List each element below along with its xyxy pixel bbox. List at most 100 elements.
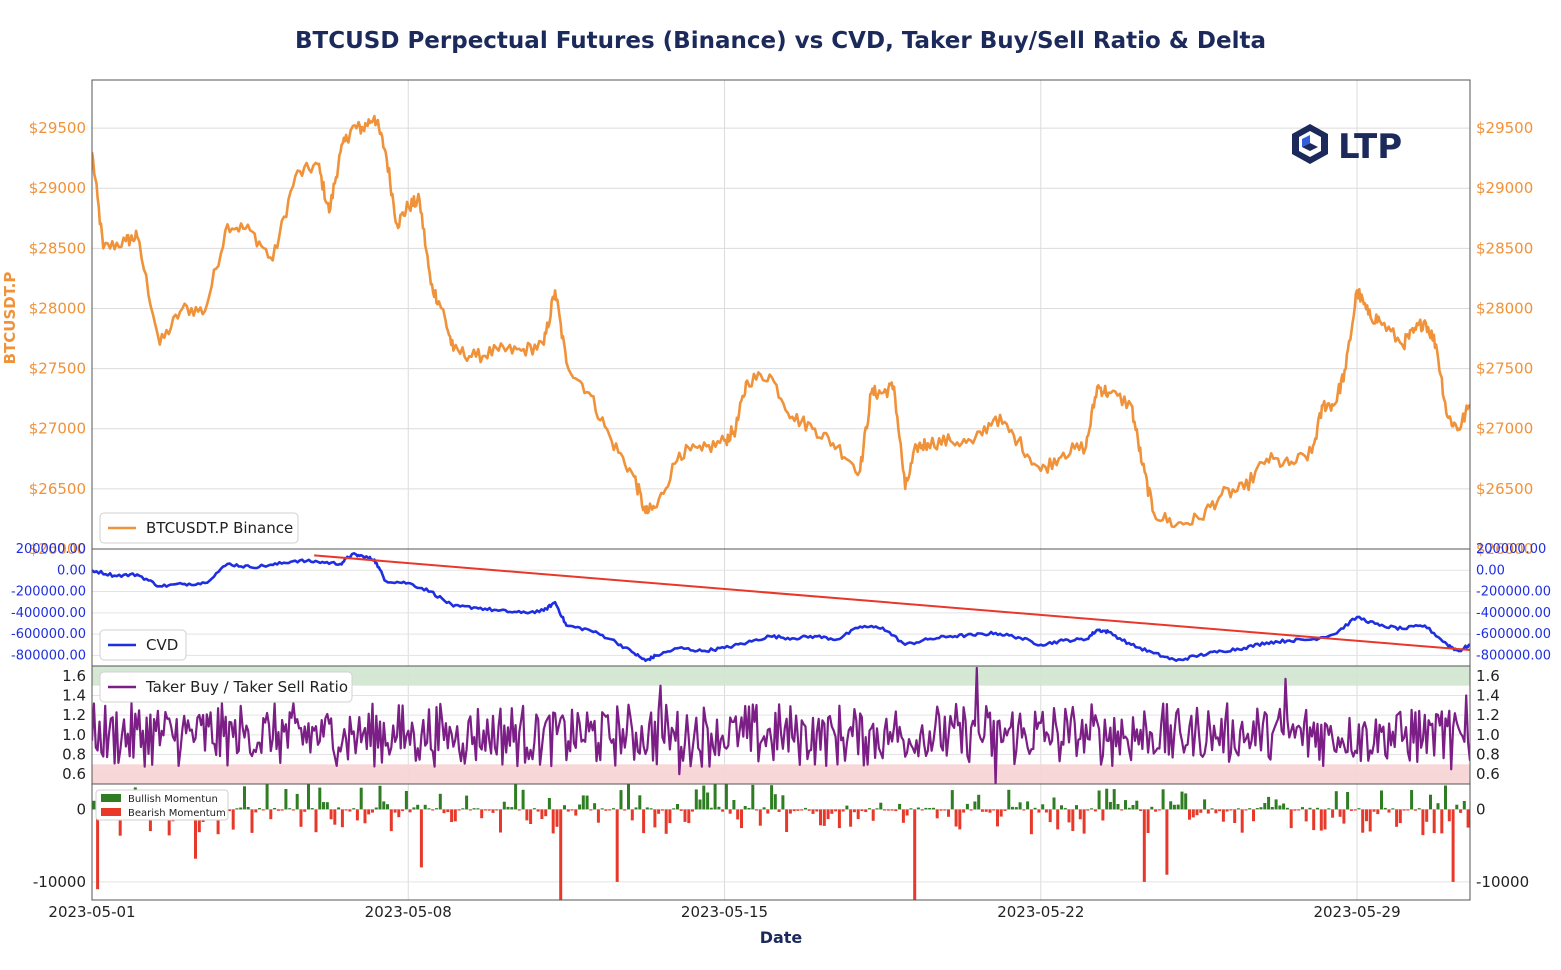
bearish-bar [822,809,826,826]
bullish-bar [1462,801,1466,810]
bullish-bar [1301,807,1304,810]
bearish-bar [1221,809,1225,822]
bearish-bar [1459,809,1463,813]
bearish-bar [736,809,740,820]
bearish-bar [1240,809,1244,833]
bullish-bar [427,808,431,810]
bearish-bar [299,809,303,827]
bearish-bar [1082,809,1086,834]
bearish-bar [194,809,197,859]
bearish-bar [1142,809,1146,882]
bearish-bar [604,809,608,811]
bullish-bar [581,795,585,810]
bullish-bar [1444,785,1447,810]
bearish-bar [841,809,845,812]
bearish-bar [1368,809,1372,832]
bearish-bar [958,809,962,830]
bullish-bar [472,808,476,810]
cvd-tick-label-right: -200000.00 [1476,585,1551,600]
cvd-tick-label-right: 200000.00 [1476,542,1546,557]
ratio-tick-label-right: 1.6 [1476,667,1500,685]
bearish-bar [683,809,687,822]
price-tick-label-left: $29000 [29,179,86,197]
bullish-bar [600,808,604,810]
overbought-band [92,666,1470,686]
bearish-bar [216,809,220,835]
bearish-bar [261,809,265,811]
bearish-bar [457,809,461,811]
ltp-logo: LTP [1292,124,1402,167]
ratio-tick-label-left: 1.4 [62,687,86,705]
bearish-bar [340,809,344,828]
bearish-bar [1387,809,1391,813]
bullish-bar [619,790,623,810]
bearish-bar [1029,809,1033,835]
bullish-bar [1105,788,1109,810]
bullish-bar [634,807,638,810]
bearish-bar [1425,809,1429,822]
bearish-bar [939,809,943,811]
bearish-bar [291,809,295,811]
bullish-bar [845,805,849,810]
bearish-bar [796,809,800,811]
bearish-bar [1078,809,1082,820]
bearish-bar [1195,809,1199,816]
bullish-bar [1346,792,1350,810]
bearish-bar [419,809,423,868]
bearish-bar [491,809,495,813]
bullish-bar [747,807,751,810]
bearish-bar [570,809,574,811]
bullish-bar [465,795,469,810]
bullish-bar [868,808,871,810]
bullish-bar [1131,805,1135,810]
bullish-bar [374,807,378,810]
bearish-bar [996,809,999,827]
delta-axes-frame [91,783,1471,901]
bearish-bar [1432,809,1436,834]
bearish-bar [536,809,540,812]
bearish-bar [1093,809,1097,812]
bearish-bar [954,809,958,827]
bearish-bar [555,809,559,827]
bullish-bar [709,807,713,810]
bullish-bar [965,803,969,810]
price-tick-label-left: $27500 [29,360,86,378]
bearish-bar [525,809,529,821]
bearish-bar [871,809,875,821]
bearish-bar [630,809,634,821]
bearish-bar [984,809,988,812]
bearish-bar [468,809,472,811]
bearish-bar [401,809,405,812]
bearish-bar [999,809,1003,817]
bullish-bar [1255,808,1259,810]
bullish-bar [243,786,246,810]
bearish-bar [1056,809,1060,830]
bearish-bar [819,809,822,826]
cvd-tick-label-right: 0.00 [1476,563,1505,578]
bullish-bar [672,808,676,810]
price-tick-label-right: $29500 [1476,119,1533,137]
price-legend-label: BTCUSDT.P Binance [146,519,293,537]
bullish-bar [773,794,777,810]
bearish-bar [269,809,273,820]
bullish-bar [950,790,954,810]
price-tick-label-left: $26000 [29,540,86,558]
bearish-bar [901,809,905,823]
bullish-bar [1033,807,1037,810]
bearish-bar [596,809,600,823]
bullish-bar [1267,796,1271,810]
bullish-bar [743,806,747,810]
bullish-bar [1135,800,1139,810]
ltp-logo-text: LTP [1338,127,1402,167]
ratio-line [92,666,1470,784]
bullish-bar [762,807,766,810]
bearish-bar [495,809,499,811]
bullish-legend-swatch [101,794,121,802]
bearish-bar [197,809,201,833]
bearish-bar [969,809,973,811]
bearish-bar [664,809,668,834]
bullish-bar [1075,805,1078,810]
bearish-bar [642,809,646,834]
ratio-legend-box [99,671,353,703]
